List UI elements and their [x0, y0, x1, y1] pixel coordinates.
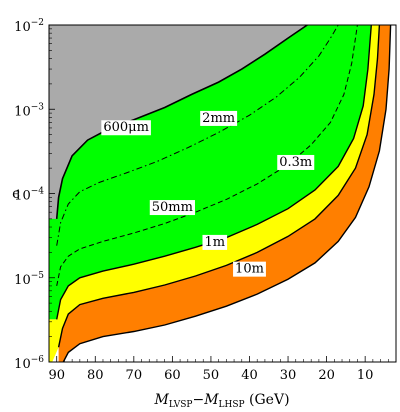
x-tick-label: 30	[280, 368, 297, 383]
x-axis-label-m1: M	[153, 392, 169, 408]
contour-label-box	[101, 120, 151, 136]
x-tick-label: 60	[164, 368, 181, 383]
contour-label-c50mm: 50mm	[149, 200, 195, 216]
x-tick-label: 40	[241, 368, 258, 383]
contour-600um	[55, 25, 308, 219]
contour-label-text: 600μm	[103, 120, 149, 135]
y-tick-label: 10−3	[14, 102, 44, 119]
x-axis-label: MLVSP−MLHSP (GeV)	[153, 392, 289, 410]
contour-1m	[57, 25, 381, 348]
contour-10m	[62, 25, 392, 362]
x-tick-label: 10	[357, 368, 374, 383]
y-axis-label: ϵ	[12, 186, 20, 202]
y-tick-label: 10−2	[14, 18, 44, 35]
x-axis-label-sub1: LVSP	[169, 400, 193, 410]
x-axis-label-m2: M	[203, 392, 219, 408]
contour-label-box	[149, 200, 195, 216]
x-tick-label: 80	[87, 368, 104, 383]
contour-label-text: 50mm	[152, 200, 193, 215]
x-tick-label: 20	[318, 368, 335, 383]
contour-label-c2mm: 2mm	[200, 110, 238, 126]
contour-label-c1m: 1m	[202, 234, 228, 250]
x-axis-label-sub2: LHSP	[219, 400, 245, 410]
contour-label-box	[200, 110, 238, 126]
contour-label-box	[202, 234, 228, 250]
plot-regions	[49, 25, 396, 362]
contour-label-box	[277, 154, 315, 170]
green-region	[49, 25, 372, 320]
gray-region	[49, 25, 308, 304]
x-tick-label: 90	[48, 368, 65, 383]
contour-label-c03m: 0.3m	[277, 154, 315, 170]
contour-labels: 600μm 2mm 50mm 0.3m 1m 10m	[101, 110, 315, 277]
contour-label-box	[233, 261, 266, 277]
contour-label-c600um: 600μm	[101, 120, 151, 136]
contour-2mm	[56, 25, 339, 246]
x-tick-label: 50	[203, 368, 220, 383]
x-tick-label: 70	[126, 368, 143, 383]
y-tick-label: 10−4	[14, 187, 44, 204]
orange-region	[58, 25, 391, 362]
x-axis-label-unit: (GeV)	[245, 392, 290, 408]
contour-label-text: 10m	[235, 262, 264, 277]
y-axis: 10−6 10−5 10−4 10−3 10−2	[14, 18, 55, 372]
contour-label-text: 1m	[204, 235, 225, 250]
contour-label-text: 0.3m	[279, 155, 312, 170]
x-axis-label-sep: −	[192, 392, 204, 408]
contour-label-c10m: 10m	[233, 261, 266, 277]
yellow-region	[49, 25, 380, 362]
y-tick-label: 10−5	[14, 271, 44, 288]
x-axis: 9080706050403020100	[48, 356, 400, 383]
contour-label-text: 2mm	[202, 111, 235, 126]
contour-50mm	[56, 25, 358, 287]
y-tick-label: 10−6	[14, 355, 44, 372]
